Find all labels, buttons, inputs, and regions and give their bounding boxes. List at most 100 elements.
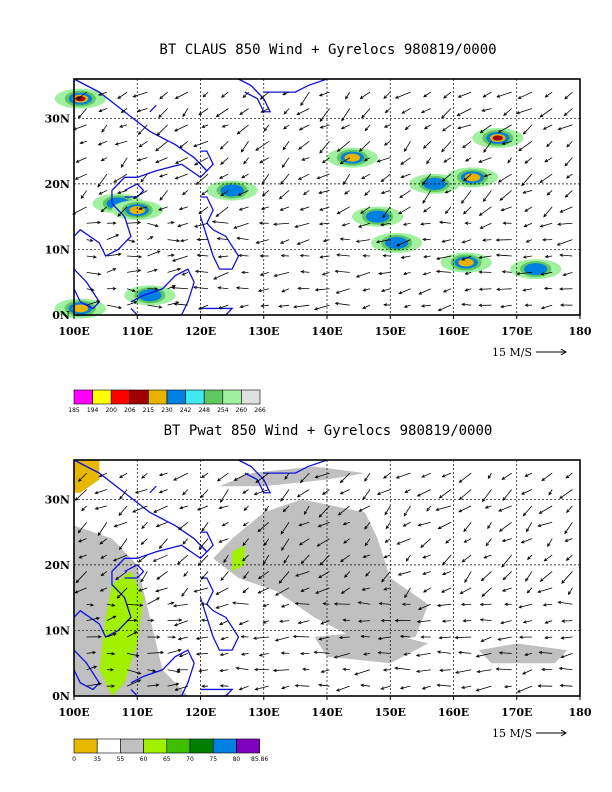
wind-vector [403,222,411,226]
wind-vector [135,489,148,494]
wind-arrowhead [546,191,551,196]
wind-arrowhead [418,291,423,295]
wind-arrowhead [217,286,222,290]
wind-vector [537,587,553,593]
wind-arrowhead [241,175,245,179]
wind-arrowhead [362,288,367,292]
colorbar-label: 266 [254,407,266,414]
wind-vector [362,587,371,591]
wind-arrowhead [457,126,462,130]
coastline [124,183,145,198]
wind-vector [243,521,249,526]
wind-vector [95,489,108,494]
wind-vector [319,222,330,225]
wind-arrowhead [219,652,224,657]
wind-arrowhead [364,192,368,196]
wind-arrowhead [159,196,163,201]
colorbar-swatch [203,389,224,405]
wind-vector [126,631,137,638]
wind-vector [86,683,102,687]
wind-vector [255,472,270,483]
wind-vector [485,505,492,509]
wind-arrowhead [279,240,284,244]
wind-vector [416,652,431,657]
wind-arrowhead [283,110,288,115]
wind-vector [182,489,189,495]
wind-arrowhead [398,291,403,295]
wind-vector [382,206,391,218]
wind-arrowhead [461,685,465,690]
wind-vector [439,221,452,224]
cloud-cluster [344,153,361,162]
wind-arrowhead [342,618,347,622]
wind-arrowhead [526,528,530,533]
wind-vector [483,554,492,559]
wind-arrowhead [360,683,365,687]
wind-arrowhead [378,271,382,276]
wind-vector [498,124,512,133]
wind-vector [167,285,176,290]
wind-arrowhead [319,149,323,154]
wind-vector [199,669,209,672]
wind-vector [519,603,533,608]
wind-arrowhead [133,618,138,623]
wind-vector [320,124,330,129]
wind-arrowhead [458,650,462,655]
wind-vector [527,554,533,560]
x-tick-label: 180 [569,325,592,338]
wind-arrowhead [183,573,187,577]
wind-arrowhead [139,603,144,607]
wind-arrowhead [136,158,141,162]
wind-vector [359,505,371,512]
wind-arrowhead [544,159,548,163]
wind-vector [77,91,87,100]
wind-arrowhead [153,509,157,513]
wind-vector [543,206,553,218]
wind-arrowhead [483,174,488,178]
wind-arrowhead [97,532,102,537]
wind-vector [86,271,101,275]
cloud-cluster [464,173,481,182]
cloud-cluster [384,236,409,249]
wind-vector [319,141,330,154]
wind-vector [300,91,310,106]
wind-vector [147,222,159,227]
wind-vector [404,652,411,656]
wind-vector [100,587,108,592]
wind-arrowhead [149,236,154,240]
wind-arrowhead [498,651,503,655]
wind-arrowhead [503,112,507,116]
wind-arrowhead [422,145,427,149]
wind-arrowhead [274,592,279,596]
wind-vector [197,505,209,511]
wind-vector [363,652,371,655]
wind-arrowhead [283,559,287,564]
wind-vector [318,190,330,194]
wind-vector [464,571,472,583]
wind-vector [341,124,350,130]
wind-vector [167,683,179,687]
wind-arrowhead [101,128,105,133]
wind-arrowhead [294,224,299,228]
wind-arrowhead [173,477,177,481]
wind-arrowhead [539,224,544,228]
wind-arrowhead [110,668,115,672]
wind-vector [302,668,310,671]
wind-vector [216,587,229,595]
wind-arrowhead [564,538,569,542]
wind-arrowhead [238,207,243,211]
wind-arrowhead [497,129,502,133]
wind-vector [220,140,229,150]
wind-arrowhead [442,289,447,293]
wind-vector [139,140,148,148]
wind-vector [175,685,188,691]
wind-arrowhead [78,555,83,559]
colorbar-swatch [241,389,261,405]
wind-vector [458,651,472,654]
wind-vector [566,554,573,561]
wind-vector [138,587,148,592]
wind-arrowhead [296,241,301,245]
wind-arrowhead [221,523,226,527]
wind-vector [301,587,310,592]
wind-arrowhead [99,541,104,545]
